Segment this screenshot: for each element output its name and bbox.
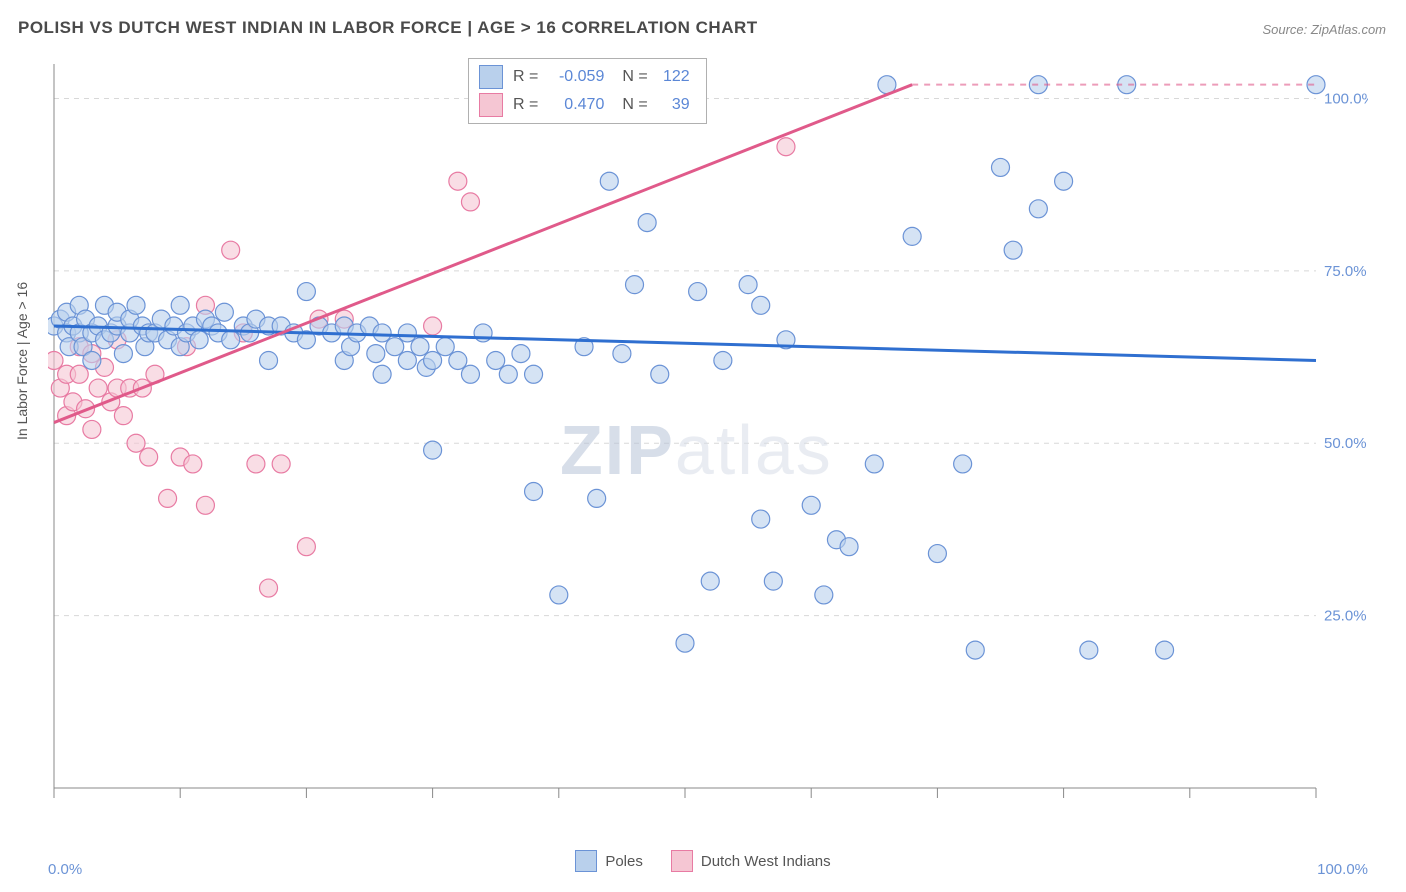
legend-item: Dutch West Indians — [671, 850, 831, 872]
x-axis-max-label: 100.0% — [1317, 861, 1368, 878]
legend-swatch — [479, 65, 503, 89]
chart-title: POLISH VS DUTCH WEST INDIAN IN LABOR FOR… — [18, 18, 758, 38]
svg-text:25.0%: 25.0% — [1324, 608, 1367, 625]
svg-text:100.0%: 100.0% — [1324, 90, 1368, 107]
series-legend: Poles Dutch West Indians — [0, 850, 1406, 876]
legend-label: Dutch West Indians — [701, 853, 831, 870]
correlation-row: R =-0.059N =122 — [479, 63, 696, 91]
correlation-legend: R =-0.059N =122R =0.470N =39 — [468, 58, 707, 124]
source-label: Source: ZipAtlas.com — [1262, 22, 1386, 37]
legend-swatch — [479, 93, 503, 117]
correlation-row: R =0.470N =39 — [479, 91, 696, 119]
y-axis-label: In Labor Force | Age > 16 — [14, 282, 30, 440]
legend-swatch — [575, 850, 597, 872]
legend-swatch — [671, 850, 693, 872]
legend-label: Poles — [605, 853, 643, 870]
svg-text:50.0%: 50.0% — [1324, 435, 1367, 452]
scatter-chart: 25.0% 50.0% 75.0% 100.0% — [48, 58, 1368, 818]
svg-text:75.0%: 75.0% — [1324, 263, 1367, 280]
x-axis-min-label: 0.0% — [48, 861, 82, 878]
legend-item: Poles — [575, 850, 643, 872]
